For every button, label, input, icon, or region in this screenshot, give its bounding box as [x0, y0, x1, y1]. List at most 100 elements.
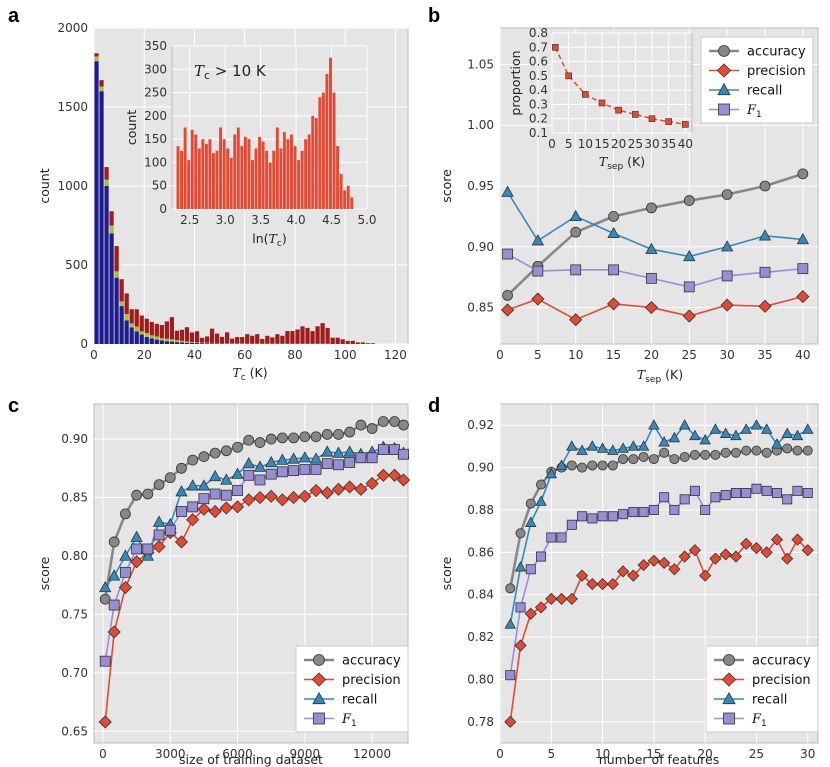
x-tick-label: 10: [568, 348, 583, 362]
data-point-precision: [376, 468, 390, 482]
data-point-recall: [668, 431, 681, 443]
inset-bar: [329, 57, 332, 210]
histogram-bar-red: [124, 293, 129, 314]
data-point-recall: [108, 569, 121, 581]
data-point-f1: [209, 488, 221, 500]
inset-bar: [215, 150, 219, 209]
legend-label-recall: recall: [752, 693, 787, 708]
data-point-f1: [355, 452, 367, 464]
y-tick-label: 1000: [57, 179, 88, 193]
data-point-precision: [531, 292, 545, 306]
histogram-bar-green: [154, 336, 159, 340]
inset-bar: [229, 157, 233, 209]
inset-bar: [261, 141, 265, 209]
histogram-bar-blue: [124, 320, 129, 344]
y-tick-label: 0.90: [61, 432, 88, 446]
data-point-recall: [253, 460, 267, 472]
data-point-f1: [689, 485, 700, 496]
histogram-bar-red: [134, 309, 139, 327]
legend-label-precision: precision: [747, 64, 806, 79]
data-point-precision: [504, 715, 517, 728]
data-point-f1: [276, 466, 288, 478]
data-point-precision: [365, 476, 379, 491]
histogram-bar-red: [345, 340, 350, 344]
data-point-f1: [176, 506, 187, 517]
data-point-precision: [354, 482, 368, 496]
x-tick-label: 12000: [353, 747, 391, 761]
legend-marker-accuracy: [718, 45, 730, 57]
data-point-f1: [683, 281, 695, 293]
inset-bar: [265, 150, 269, 209]
inset-bar: [212, 153, 215, 209]
histogram-bar-red: [225, 332, 230, 344]
histogram-bar-red: [199, 337, 205, 343]
y-tick-label: 0.85: [467, 301, 494, 315]
data-point-recall: [758, 229, 772, 241]
data-point-recall: [99, 580, 112, 593]
histogram-bar-red: [114, 246, 119, 272]
data-point-f1: [566, 519, 577, 530]
histogram-bar-blue: [99, 91, 104, 344]
panel-label-b: b: [428, 5, 440, 27]
data-point-f1: [759, 266, 771, 278]
histogram-bar-green: [104, 179, 109, 186]
data-point-f1: [502, 248, 513, 260]
x-tick-label: 30: [720, 348, 735, 362]
data-point-recall: [220, 473, 233, 485]
series-line-precision: [104, 474, 404, 723]
data-point-recall: [525, 516, 537, 527]
data-point-accuracy: [99, 593, 111, 605]
data-point-precision: [107, 625, 121, 639]
legend-label-f1: F1: [751, 712, 767, 729]
histogram-bar-red: [320, 323, 325, 344]
data-point-accuracy: [502, 289, 513, 301]
data-point-accuracy: [505, 583, 516, 594]
inset-x-tick-label: 40: [678, 137, 693, 151]
histogram-bar-green: [94, 56, 99, 62]
inset-proportion: 0 5 10 15 20 25 30 35 40 0.10.20.30.40.50.60.70.8…: [508, 26, 693, 172]
data-point-precision: [320, 486, 334, 500]
inset-y-tick-label: 0.8: [529, 26, 548, 40]
inset-bar: [176, 146, 180, 209]
histogram-bar-red: [340, 339, 345, 344]
data-point-accuracy: [389, 416, 400, 427]
data-point-accuracy: [710, 449, 721, 460]
data-point-accuracy: [153, 479, 165, 491]
x-tick-label: 20: [644, 348, 659, 362]
data-point-accuracy: [700, 449, 711, 460]
data-point-precision: [709, 552, 722, 565]
data-point-recall: [175, 485, 188, 497]
histogram-bar-red: [280, 335, 285, 344]
data-point-recall: [287, 452, 300, 464]
data-point-precision: [130, 555, 144, 569]
inset-plot-area: [551, 32, 693, 134]
legend-label-f1: F1: [341, 712, 357, 729]
data-point-accuracy: [515, 528, 526, 539]
inset-data-point: [632, 111, 639, 118]
histogram-bar-red: [139, 315, 144, 332]
histogram-bar-red: [154, 323, 159, 337]
inset-bar: [350, 197, 354, 209]
legend-marker-f1: [718, 103, 730, 116]
data-point-recall: [242, 457, 255, 469]
inset-x-tick-label: 10: [578, 137, 593, 151]
histogram-bar-red: [220, 336, 225, 344]
inset-x-tick-label: 3.0: [216, 213, 235, 227]
histogram-bar-green: [189, 341, 195, 343]
y-tick-label: 0.70: [61, 666, 88, 680]
data-point-f1: [108, 599, 120, 611]
data-point-recall: [265, 455, 278, 468]
data-point-precision: [174, 535, 189, 549]
data-point-precision: [555, 592, 568, 606]
data-point-accuracy: [759, 180, 771, 192]
inset-y-tick-label: 0.2: [529, 112, 548, 126]
inset-y-tick-label: 300: [144, 62, 167, 76]
data-point-accuracy: [797, 168, 809, 180]
inset-data-point: [565, 72, 572, 80]
histogram-bar-green: [149, 335, 154, 339]
data-point-precision: [396, 473, 411, 487]
data-point-f1: [398, 448, 409, 460]
histogram-bar-red: [235, 337, 240, 344]
data-point-recall: [152, 515, 166, 527]
